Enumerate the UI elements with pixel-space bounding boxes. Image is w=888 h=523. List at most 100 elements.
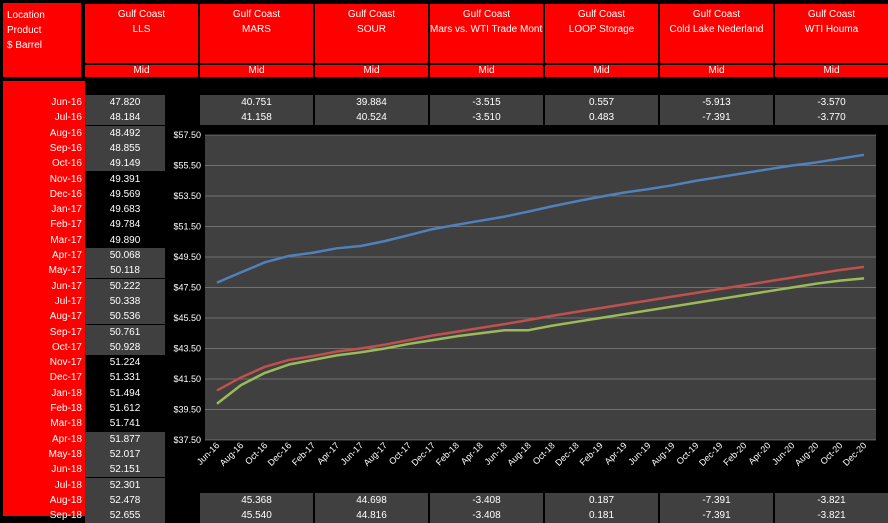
row-lls-value: 51.612: [85, 401, 165, 416]
y-tick-label: $53.50: [173, 191, 201, 201]
row-loop-value: 0.557: [545, 95, 658, 110]
header-column-7: Gulf Coast WTI Houma: [774, 3, 888, 64]
header-column-location: Gulf Coast: [692, 9, 741, 20]
row-lls-value: 51.224: [85, 355, 165, 371]
x-tick-label: Aug-18: [505, 440, 533, 468]
header-column-product: MARS: [242, 24, 271, 35]
header-column-5: Gulf Coast LOOP Storage: [544, 3, 659, 64]
x-tick-label: Feb-20: [721, 440, 748, 467]
row-cold-value: -5.913: [660, 95, 773, 110]
series-line-3: [216, 277, 865, 405]
x-tick-label: Oct-19: [675, 440, 701, 466]
header-unit-label: $ Barrel: [7, 40, 43, 51]
row-date: Jul-17: [54, 295, 82, 307]
row-date: Jul-16: [54, 112, 82, 124]
x-tick-label: Oct-16: [243, 440, 269, 466]
y-tick-label: $55.50: [173, 161, 201, 171]
x-tick-label: Jun-19: [626, 440, 653, 467]
row-lls-value: 48.492: [85, 125, 165, 141]
x-tick-label: Dec-19: [697, 440, 725, 468]
x-tick-label: Apr-19: [603, 440, 629, 466]
x-tick-label: Dec-17: [409, 440, 437, 468]
header-column-3: Gulf Coast SOUR: [314, 3, 429, 64]
row-date: Jun-18: [51, 464, 82, 476]
row-date: Dec-17: [49, 372, 82, 384]
x-tick-label: Aug-19: [649, 440, 677, 468]
row-lls-value: 48.855: [85, 140, 165, 156]
row-lls-value: 49.149: [85, 156, 165, 172]
series-line-1: [216, 153, 865, 284]
x-tick-label: Oct-20: [818, 440, 844, 466]
row-date: Nov-16: [49, 173, 82, 185]
y-tick-label: $51.50: [173, 222, 201, 232]
header-column-location: Gulf Coast: [232, 9, 281, 20]
row-lls-value: 51.331: [85, 370, 165, 386]
header-label-cell: Location Product $ Barrel: [3, 3, 81, 77]
row-lls-value: 52.017: [85, 446, 165, 462]
header-column-location: Gulf Coast: [577, 9, 626, 20]
header-column-sub: Mid: [199, 64, 314, 78]
row-lls-value: 49.784: [85, 217, 165, 233]
row-lls-value: 52.151: [85, 462, 165, 478]
row-date: Mar-18: [50, 418, 82, 430]
x-tick-label: Jun-17: [339, 440, 366, 467]
x-tick-label: Apr-17: [315, 440, 341, 466]
y-tick-label: $37.50: [173, 435, 201, 445]
row-wti-value: -3.570: [775, 95, 888, 110]
row-lls-value: 52.301: [85, 477, 165, 493]
row-lls-value: 50.536: [85, 309, 165, 325]
row-lls-value: 47.820: [85, 95, 165, 110]
row-mars-value: 41.158: [200, 110, 313, 126]
y-tick-label: $45.50: [173, 313, 201, 323]
price-chart-svg: $37.50 $39.50 $41.50 $43.50 $45.50 $47.50 $49.…: [173, 130, 876, 468]
row-lls-value: 49.569: [85, 186, 165, 202]
header-column-location: Gulf Coast: [462, 9, 511, 20]
row-date: Aug-16: [49, 127, 82, 139]
row-sour-value: 44.698: [315, 492, 428, 508]
header-column-sub: Mid: [774, 64, 888, 78]
header-column-product: LOOP Storage: [568, 24, 635, 35]
row-mvw-value: -3.408: [430, 492, 543, 508]
row-date: Dec-16: [49, 188, 82, 200]
row-mars-value: 40.751: [200, 95, 313, 110]
row-wti-value: -3.770: [775, 110, 888, 126]
row-date: Nov-17: [49, 357, 82, 369]
y-tick-label: $41.50: [173, 374, 201, 384]
date-column-strip: [3, 81, 85, 516]
x-tick-label: Apr-18: [459, 440, 485, 466]
row-lls-value: 49.890: [85, 232, 165, 248]
x-tick-label: Apr-20: [746, 440, 772, 466]
header-column-sub: Mid: [659, 64, 774, 78]
row-date: Jan-18: [51, 387, 82, 399]
row-mars-value: 45.368: [200, 492, 313, 508]
row-date: Jul-18: [54, 479, 82, 491]
x-tick-label: Aug-16: [218, 440, 246, 468]
header-column-product: LLS: [132, 24, 151, 35]
header-column-4: Gulf Coast Mars vs. WTI Trade Month: [429, 3, 544, 64]
row-date: Feb-18: [50, 403, 82, 414]
header-column-product: Cold Lake Nederland: [669, 24, 764, 35]
row-lls-value: 49.683: [85, 202, 165, 218]
x-tick-label: Feb-18: [434, 440, 461, 467]
row-lls-value: 50.222: [85, 278, 165, 294]
row-lls-value: 51.741: [85, 416, 165, 432]
header-location-label: Location: [7, 10, 45, 21]
row-date: May-18: [48, 448, 82, 460]
row-date: Oct-16: [51, 158, 82, 170]
x-tick-label: Aug-17: [362, 440, 390, 468]
header-column-2: Gulf Coast MARS: [199, 3, 314, 64]
x-tick-label: Dec-20: [841, 440, 869, 468]
row-date: Jan-17: [51, 204, 82, 216]
x-tick-label: Oct-17: [387, 440, 413, 466]
row-lls-value: 52.478: [85, 492, 165, 508]
x-tick-label: Dec-16: [266, 440, 294, 468]
header-column-sub: Mid: [314, 64, 429, 78]
header-column-sub: Mid: [429, 64, 544, 78]
row-sour-value: 39.884: [315, 95, 428, 110]
header-product-label: Product: [7, 25, 42, 36]
row-lls-value: 50.338: [85, 293, 165, 309]
y-tick-label: $57.50: [173, 130, 201, 140]
row-loop-value: 0.483: [545, 110, 658, 126]
row-sour-value: 40.524: [315, 110, 428, 126]
header-column-sub: Mid: [544, 64, 659, 78]
